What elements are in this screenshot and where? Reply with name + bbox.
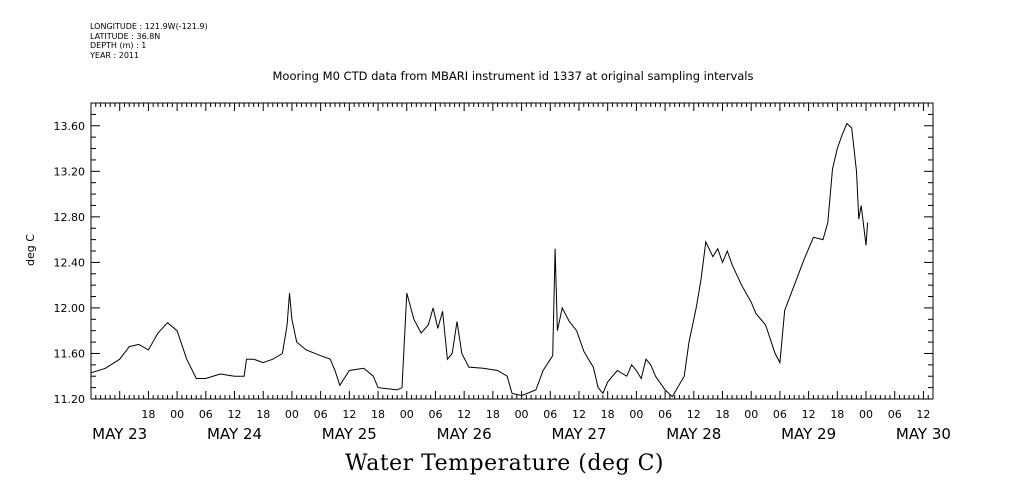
x-tick-label: 00: [400, 408, 414, 421]
x-tick-label: 12: [342, 408, 356, 421]
metadata-block: LONGITUDE : 121.9W(-121.9) LATITUDE : 36…: [90, 22, 208, 60]
x-day-label: MAY 25: [322, 425, 377, 443]
y-tick-label: 12.40: [54, 256, 86, 269]
y-tick-label: 12.00: [54, 302, 86, 315]
x-tick-label: 06: [888, 408, 902, 421]
year-label: YEAR : 2011: [90, 50, 140, 60]
x-tick-label: 12: [228, 408, 242, 421]
x-day-label: MAY 27: [551, 425, 606, 443]
x-tick-label: 06: [543, 408, 557, 421]
chart-title: Mooring M0 CTD data from MBARI instrumen…: [273, 69, 754, 83]
x-tick-label: 06: [199, 408, 213, 421]
x-tick-label: 18: [830, 408, 844, 421]
x-tick-label: 12: [457, 408, 471, 421]
x-axis: 18 00 06 12 18 00 06 12 18 00 06 12 18 00 06 12 18 00 06 12…: [90, 103, 951, 443]
x-tick-label: 06: [314, 408, 328, 421]
series-layer: [90, 122, 869, 398]
plot-frame: [90, 102, 934, 400]
x-tick-label: 18: [716, 408, 730, 421]
temperature-series-line: [90, 122, 869, 398]
x-day-label: MAY 26: [437, 425, 492, 443]
x-tick-label: 18: [601, 408, 615, 421]
main-label: Water Temperature (deg C): [345, 451, 664, 476]
x-tick-label: 12: [687, 408, 701, 421]
x-tick-label: 18: [371, 408, 385, 421]
y-tick-label: 12.80: [54, 211, 86, 224]
x-day-label: MAY 23: [92, 425, 147, 443]
x-tick-label: 12: [802, 408, 816, 421]
x-tick-label: 06: [658, 408, 672, 421]
y-tick-label: 11.20: [54, 393, 86, 406]
y-tick-label: 11.60: [54, 347, 86, 360]
x-day-label: MAY 30: [896, 425, 951, 443]
x-tick-label: 06: [428, 408, 442, 421]
depth-label: DEPTH (m) : 1: [90, 41, 147, 50]
longitude-label: LONGITUDE : 121.9W(-121.9): [90, 22, 208, 31]
x-day-label: MAY 24: [207, 425, 262, 443]
x-tick-label: 00: [629, 408, 643, 421]
y-axis-label: deg C: [24, 234, 37, 266]
x-tick-label: 00: [170, 408, 184, 421]
x-tick-label: 18: [141, 408, 155, 421]
x-tick-label: 12: [572, 408, 586, 421]
x-day-label: MAY 29: [781, 425, 836, 443]
y-tick-label: 13.20: [54, 165, 86, 178]
y-tick-label: 13.60: [54, 120, 86, 133]
y-axis: 11.20 11.60 12.00 12.40 12.80 13.20 13.60: [54, 102, 933, 406]
x-day-label: MAY 28: [666, 425, 721, 443]
x-tick-label: 00: [515, 408, 529, 421]
latitude-label: LATITUDE : 36.8N: [90, 31, 161, 41]
x-tick-label: 18: [486, 408, 500, 421]
x-tick-label: 12: [916, 408, 930, 421]
temperature-chart: Mooring M0 CTD data from MBARI instrumen…: [24, 69, 951, 443]
x-tick-label: 00: [744, 408, 758, 421]
x-tick-label: 00: [285, 408, 299, 421]
x-tick-label: 00: [859, 408, 873, 421]
x-tick-label: 18: [256, 408, 270, 421]
x-tick-label: 06: [773, 408, 787, 421]
